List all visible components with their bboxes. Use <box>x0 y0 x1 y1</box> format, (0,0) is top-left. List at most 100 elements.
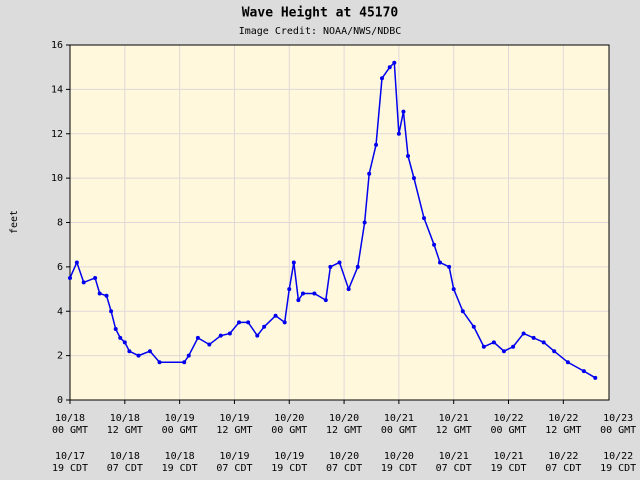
data-point <box>593 375 598 380</box>
data-point <box>460 309 465 314</box>
data-point <box>97 291 102 296</box>
data-point <box>136 353 141 358</box>
data-point <box>337 260 342 265</box>
data-point <box>471 324 476 329</box>
x-tick-local: 10/22 <box>548 451 578 462</box>
data-point <box>227 331 232 336</box>
data-line <box>69 61 596 379</box>
data-point <box>379 76 384 81</box>
data-point <box>312 291 317 296</box>
data-point <box>81 280 86 285</box>
data-point <box>406 153 411 158</box>
data-point <box>246 320 251 325</box>
y-tick-label: 4 <box>57 306 63 317</box>
x-tick-local-sub: 19 CDT <box>381 463 417 474</box>
data-point <box>118 335 123 340</box>
data-point <box>552 349 557 354</box>
x-tick-label: 10/23 <box>603 413 633 424</box>
x-tick-local-sub: 19 CDT <box>52 463 88 474</box>
data-point <box>109 309 114 314</box>
x-tick-label: 10/21 <box>439 413 469 424</box>
y-tick-label: 2 <box>57 351 63 362</box>
data-point <box>74 260 79 265</box>
x-tick-sublabel: 00 GMT <box>162 425 198 436</box>
y-tick-label: 16 <box>51 40 63 51</box>
data-point <box>182 360 187 365</box>
y-tick-label: 12 <box>51 129 63 140</box>
data-point <box>531 335 536 340</box>
data-point <box>437 260 442 265</box>
x-tick-local-sub: 19 CDT <box>600 463 636 474</box>
x-tick-sublabel: 12 GMT <box>107 425 143 436</box>
data-point <box>93 275 98 280</box>
x-tick-label: 10/22 <box>548 413 578 424</box>
y-tick-label: 10 <box>51 173 63 184</box>
data-point <box>68 275 72 280</box>
x-tick-local: 10/20 <box>384 451 414 462</box>
data-point <box>346 287 351 292</box>
x-tick-sublabel: 00 GMT <box>52 425 88 436</box>
x-tick-sublabel: 00 GMT <box>381 425 417 436</box>
data-point <box>122 340 127 345</box>
x-tick-sublabel: 12 GMT <box>545 425 581 436</box>
data-point <box>323 298 328 303</box>
x-tick-local: 10/21 <box>493 451 523 462</box>
data-point <box>237 320 242 325</box>
data-point <box>186 353 191 358</box>
x-tick-sublabel: 12 GMT <box>326 425 362 436</box>
x-tick-label: 10/20 <box>329 413 359 424</box>
data-point <box>273 313 278 318</box>
x-tick-label: 10/19 <box>165 413 195 424</box>
x-tick-label: 10/21 <box>384 413 414 424</box>
data-point <box>355 264 360 269</box>
plot-frame <box>69 44 610 401</box>
chart-subtitle: Image Credit: NOAA/NWS/NDBC <box>239 26 402 37</box>
data-point <box>328 264 333 269</box>
data-point <box>362 220 367 225</box>
data-point <box>541 340 546 345</box>
data-point <box>147 349 152 354</box>
x-tick-label: 10/18 <box>110 413 140 424</box>
data-point <box>401 109 406 114</box>
data-point <box>396 131 401 136</box>
y-tick-label: 6 <box>57 262 63 273</box>
data-point <box>113 327 118 331</box>
x-tick-sublabel: 00 GMT <box>600 425 636 436</box>
y-tick-label: 8 <box>57 218 63 229</box>
data-point <box>127 349 132 354</box>
x-tick-label: 10/20 <box>274 413 304 424</box>
data-point <box>411 176 416 181</box>
x-tick-local: 10/20 <box>329 451 359 462</box>
x-tick-local-sub: 07 CDT <box>107 463 143 474</box>
x-tick-local-sub: 07 CDT <box>216 463 252 474</box>
x-tick-local: 10/22 <box>603 451 633 462</box>
data-point <box>581 369 586 374</box>
data-point <box>565 360 570 365</box>
data-point <box>157 360 162 365</box>
data-point <box>481 344 486 349</box>
chart-title: Wave Height at 45170 <box>242 6 399 21</box>
data-point <box>255 333 260 338</box>
data-point <box>104 293 109 298</box>
data-point <box>387 65 392 70</box>
data-point <box>262 324 267 329</box>
data-point <box>501 349 506 354</box>
data-point <box>374 142 379 147</box>
data-point <box>287 287 292 292</box>
y-axis-label: feet <box>9 210 20 234</box>
x-tick-label: 10/22 <box>493 413 523 424</box>
data-point <box>422 216 427 221</box>
x-tick-local: 10/19 <box>219 451 249 462</box>
data-point <box>218 333 223 338</box>
data-point <box>392 60 397 65</box>
data-point <box>491 340 496 345</box>
x-tick-local-sub: 19 CDT <box>490 463 526 474</box>
data-point <box>521 331 526 336</box>
x-tick-label: 10/19 <box>219 413 249 424</box>
x-tick-local: 10/21 <box>439 451 469 462</box>
x-tick-local-sub: 07 CDT <box>326 463 362 474</box>
data-point <box>207 342 212 347</box>
data-point <box>282 320 287 325</box>
data-point <box>296 298 301 303</box>
x-tick-label: 10/18 <box>55 413 85 424</box>
